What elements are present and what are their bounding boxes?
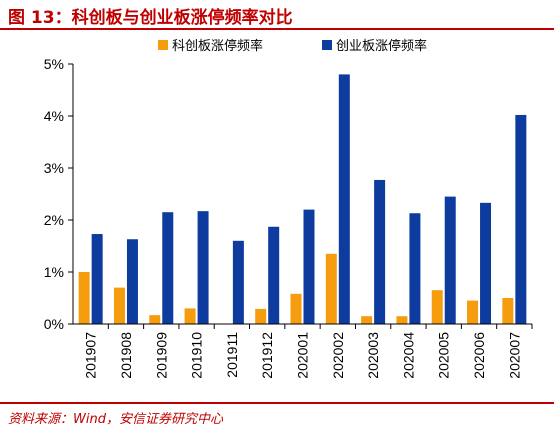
- x-axis: 201907 201908 201909 201910 201911 201912 2020…: [73, 323, 533, 379]
- bar-kechuang-202004: [396, 316, 408, 324]
- x-tick-label: 201908: [118, 332, 134, 379]
- bar-kechuang-201910: [184, 308, 196, 324]
- bar-chuangye-201911: [232, 240, 244, 324]
- x-tick-label: 202002: [330, 332, 346, 379]
- bar-kechuang-201908: [113, 287, 125, 324]
- y-tick-label: 5%: [44, 56, 64, 72]
- y-axis: 0% 1% 2% 3% 4% 5%: [44, 56, 74, 332]
- x-tick-label: 201910: [189, 332, 205, 379]
- bar-kechuang-202007: [502, 298, 514, 324]
- bar-kechuang-202005: [431, 290, 443, 324]
- bar-chuangye-201907: [91, 234, 103, 324]
- x-tick-label: 202003: [365, 332, 381, 379]
- bar-chuangye-202007: [515, 114, 527, 325]
- bar-chuangye-202004: [409, 213, 421, 324]
- bars: [78, 74, 527, 325]
- x-tick-label: 202001: [295, 332, 311, 379]
- x-tick-label: 201909: [153, 332, 169, 379]
- source-bar: 资料来源：Wind，安信证券研究中心: [0, 402, 554, 430]
- legend-label-1: 科创板涨停频率: [172, 38, 263, 54]
- x-tick-label: 202006: [471, 332, 487, 379]
- title-bar: 图 13：科创板与创业板涨停频率对比: [0, 0, 554, 30]
- bar-kechuang-201912: [255, 308, 267, 324]
- legend-swatch-1: [158, 40, 168, 50]
- bar-chuangye-201910: [197, 211, 209, 324]
- x-tick-label: 201911: [224, 332, 240, 378]
- x-tick-label: 202005: [436, 332, 452, 379]
- bar-chuangye-201908: [126, 239, 138, 324]
- bar-chart: 科创板涨停频率 创业板涨停频率 0% 1% 2% 3% 4% 5% 201907 201908…: [44, 38, 533, 379]
- bar-chuangye-201912: [268, 226, 280, 324]
- y-tick-label: 0%: [44, 316, 64, 332]
- bar-chuangye-202003: [374, 179, 386, 324]
- x-tick-label: 201912: [259, 332, 275, 379]
- y-tick-label: 2%: [44, 212, 64, 228]
- bar-kechuang-202002: [325, 253, 337, 324]
- bar-chuangye-202001: [303, 209, 315, 324]
- bar-kechuang-202006: [467, 300, 479, 324]
- x-tick-label: 202004: [400, 332, 416, 379]
- bar-kechuang-201909: [149, 315, 161, 324]
- y-tick-label: 1%: [44, 264, 64, 280]
- bar-chuangye-202002: [338, 74, 350, 325]
- x-tick-label: 202007: [506, 332, 522, 379]
- legend-label-2: 创业板涨停频率: [336, 38, 427, 54]
- bar-chuangye-202006: [480, 202, 492, 324]
- y-tick-label: 4%: [44, 108, 64, 124]
- bar-kechuang-202001: [290, 293, 302, 324]
- x-tick-label: 201907: [83, 332, 99, 379]
- y-tick-label: 3%: [44, 160, 64, 176]
- legend-swatch-2: [322, 40, 332, 50]
- bar-chuangye-202005: [444, 196, 456, 324]
- bar-chuangye-201909: [162, 212, 174, 324]
- chart-title: 图 13：科创板与创业板涨停频率对比: [8, 8, 293, 28]
- chart-legend: 科创板涨停频率 创业板涨停频率: [158, 38, 427, 54]
- source-note: 资料来源：Wind，安信证券研究中心: [8, 412, 223, 427]
- bar-kechuang-202003: [361, 316, 373, 324]
- bar-kechuang-201907: [78, 272, 90, 324]
